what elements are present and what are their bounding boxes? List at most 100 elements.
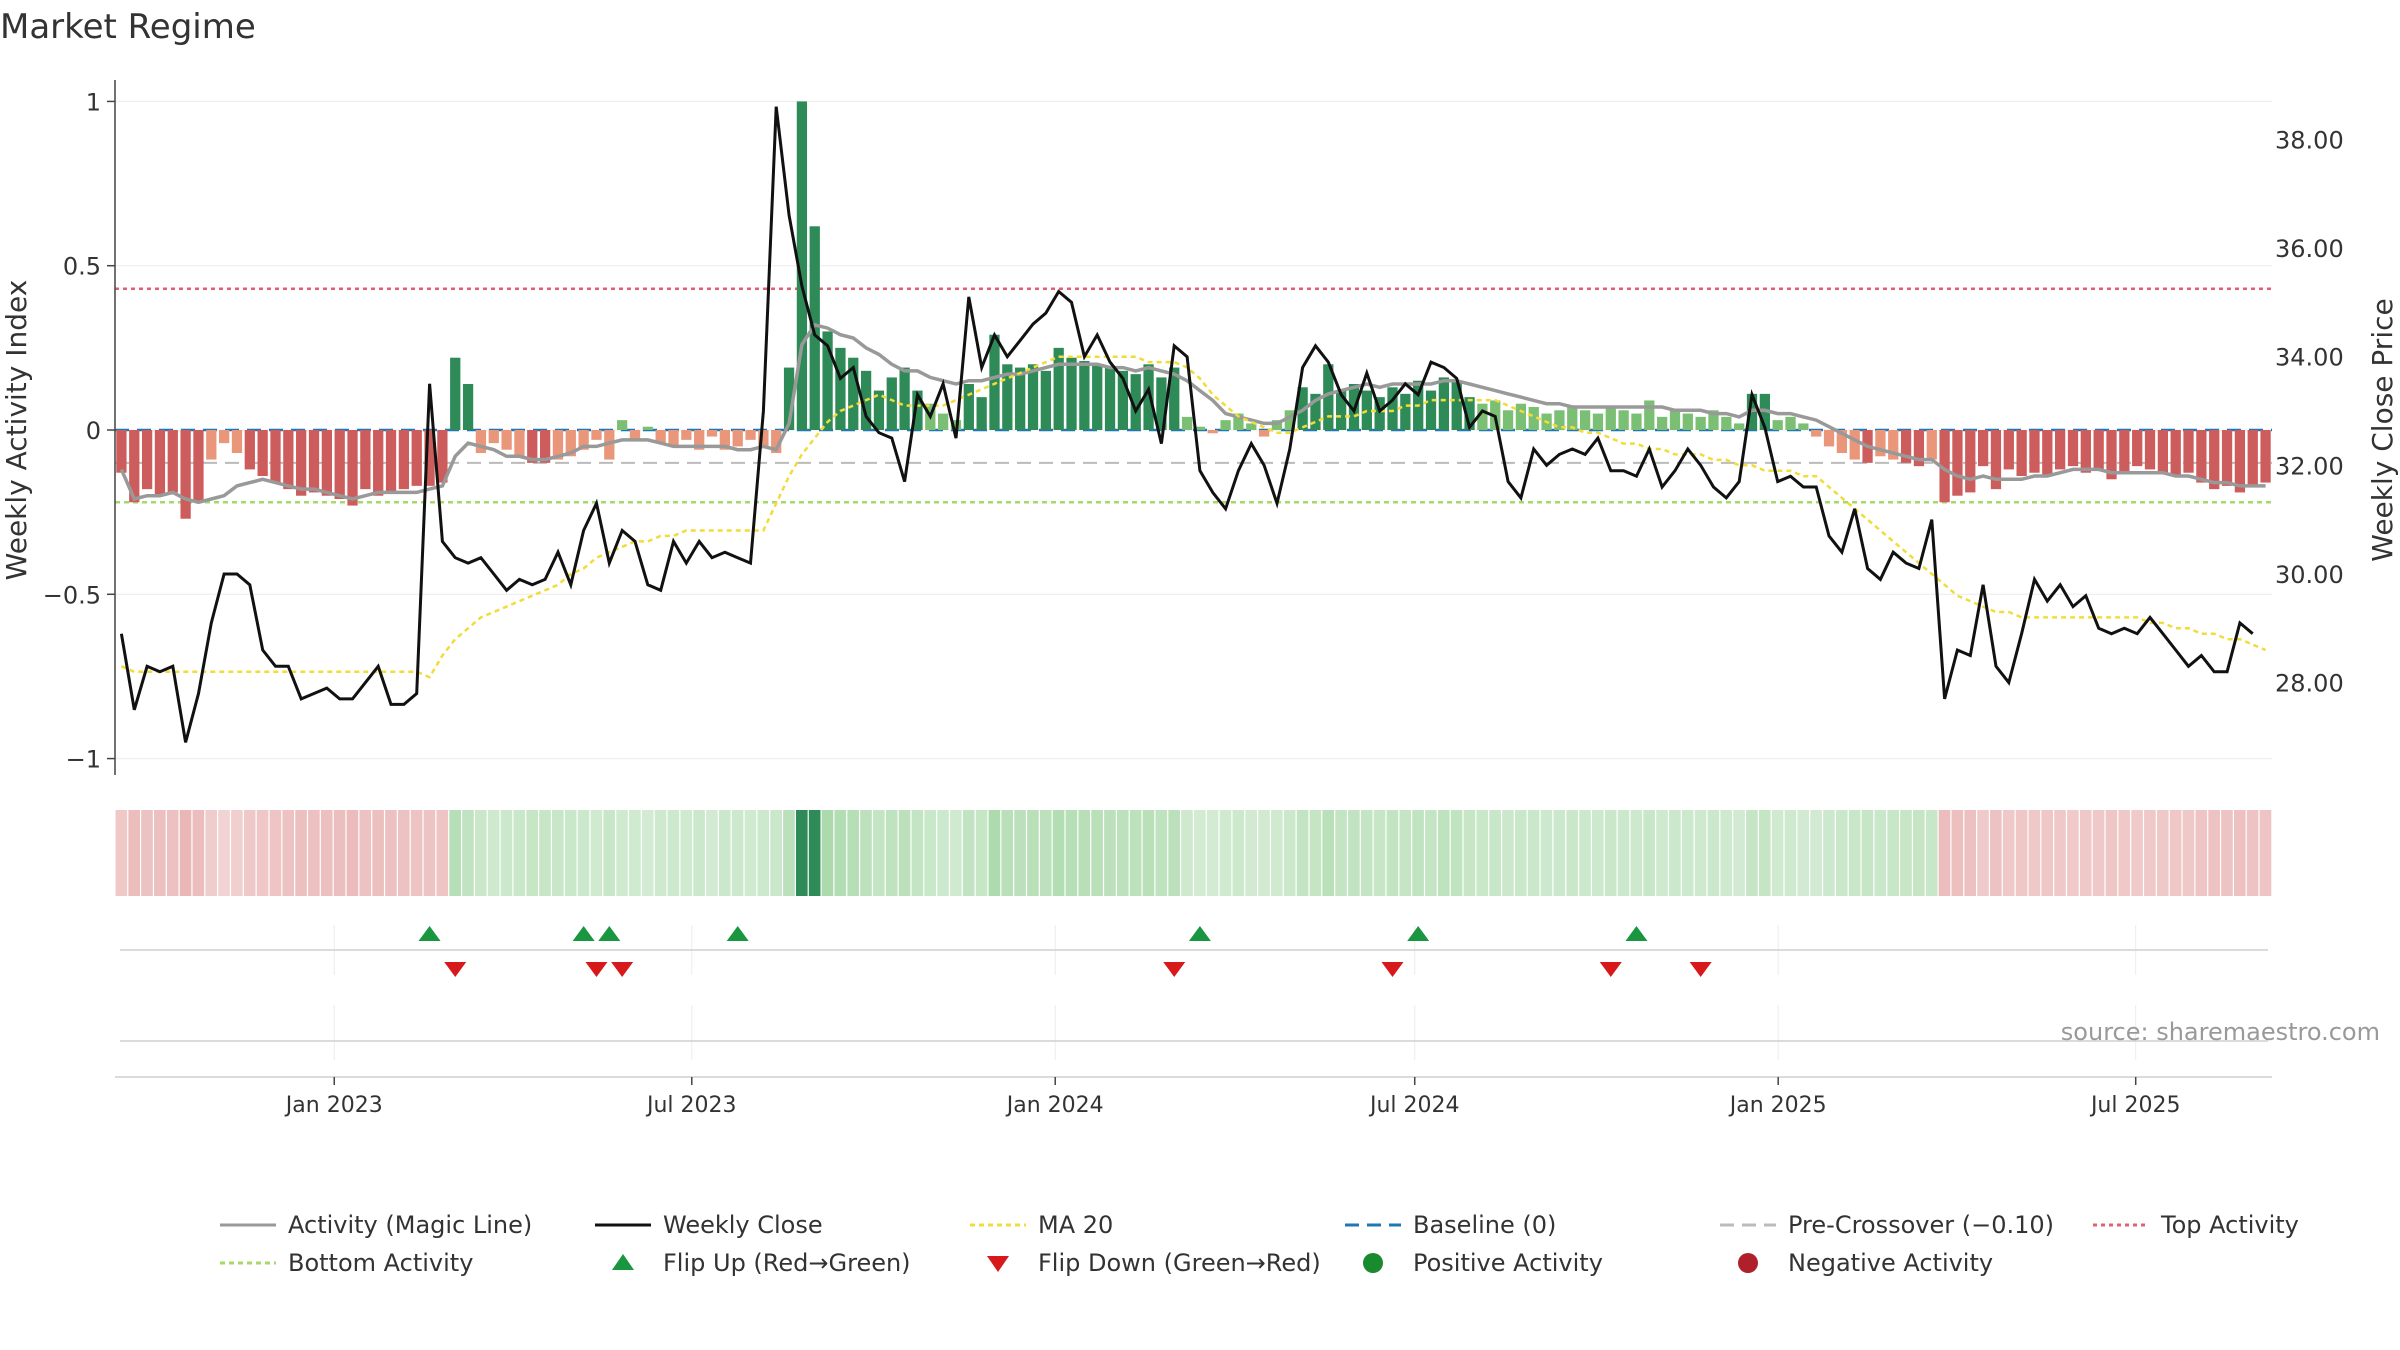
legend-label: MA 20 [1038, 1211, 1113, 1239]
activity-bar [1207, 430, 1218, 434]
activity-bar [886, 377, 897, 430]
activity-bar [2080, 430, 2091, 473]
regime-cell [731, 810, 744, 896]
activity-bar [963, 384, 974, 430]
regime-cell [1758, 810, 1771, 896]
activity-bar [296, 430, 307, 496]
right-tick-label: 34.00 [2275, 344, 2344, 372]
regime-cell [1604, 810, 1617, 896]
regime-cell [1990, 810, 2002, 896]
regime-cell [1938, 810, 1951, 896]
activity-bar [2196, 430, 2207, 483]
legend-item: Pre-Crossover (−0.10) [1720, 1211, 2054, 1239]
regime-cell [449, 810, 461, 896]
activity-bar [617, 420, 628, 430]
legend-swatch-tri-up [612, 1254, 634, 1270]
flip-up-marker [572, 926, 595, 941]
regime-cell [2156, 810, 2169, 896]
regime-cell [397, 810, 410, 896]
activity-bar [591, 430, 602, 440]
regime-cell [603, 810, 616, 896]
left-tick-label: 0 [86, 417, 101, 445]
regime-cell [1271, 810, 1283, 896]
regime-cell [218, 810, 230, 896]
regime-cell [616, 810, 628, 896]
activity-bar [334, 430, 345, 499]
activity-bar [2144, 430, 2156, 470]
activity-bar [1528, 407, 1539, 430]
activity-bar [848, 357, 859, 430]
regime-cell [2131, 810, 2143, 896]
activity-bar [1374, 397, 1385, 430]
activity-bar [1400, 393, 1411, 430]
regime-cell [1848, 810, 1861, 896]
regime-cell [1104, 810, 1116, 896]
regime-cell [1091, 810, 1103, 896]
activity-bar [873, 390, 885, 430]
activity-bar [565, 430, 576, 457]
regime-cell [1733, 810, 1745, 896]
flip-down-marker [1599, 962, 1622, 977]
regime-cell [1219, 810, 1232, 896]
flip-markers-panel [120, 926, 2268, 977]
x-axis-ticks: Jan 2023 Jul 2023 Jan 2024 Jul 2024 Jan 2025… [115, 1076, 2272, 1118]
activity-bar [193, 430, 204, 503]
flip-down-marker [444, 962, 467, 977]
right-tick-label: 28.00 [2275, 670, 2344, 698]
regime-cell [243, 810, 256, 896]
activity-bar [1965, 430, 1976, 493]
regime-cell [770, 810, 782, 896]
activity-bar [1977, 430, 1989, 467]
activity-bar [1066, 357, 1077, 430]
activity-bar [129, 430, 140, 503]
legend-label: Flip Up (Red→Green) [663, 1249, 911, 1277]
activity-bar [745, 430, 756, 440]
legend-item: Positive Activity [1363, 1249, 1603, 1277]
regime-cell [2067, 810, 2079, 896]
x-tick-label: Jul 2024 [1368, 1093, 1460, 1118]
regime-cell [1039, 810, 1052, 896]
regime-cell [141, 810, 153, 896]
flip-down-marker [1689, 962, 1712, 977]
flip-up-marker [598, 926, 621, 941]
flip-down-marker [1163, 962, 1186, 977]
activity-bar [758, 430, 769, 447]
regime-cell [1335, 810, 1347, 896]
regime-cell [834, 810, 847, 896]
regime-cell [2246, 810, 2259, 896]
activity-bar [1258, 430, 1270, 437]
regime-cell [1694, 810, 1707, 896]
activity-bar [1015, 367, 1026, 430]
activity-bar [1169, 367, 1180, 430]
activity-bar [308, 430, 320, 493]
activity-bar [937, 413, 949, 430]
activity-bar [1811, 430, 1822, 437]
regime-cell [1168, 810, 1180, 896]
regime-cell [1129, 810, 1142, 896]
regime-cell [1232, 810, 1245, 896]
regime-cell [346, 810, 359, 896]
regime-cell [1450, 810, 1463, 896]
activity-bar [514, 430, 525, 457]
regime-cell [231, 810, 243, 896]
regime-cell [359, 810, 372, 896]
regime-cell [898, 810, 911, 896]
regime-cell [1835, 810, 1848, 896]
activity-bar [732, 430, 743, 447]
reference-lines [115, 287, 2272, 504]
activity-bar [360, 430, 371, 490]
x-tick-label: Jul 2025 [2089, 1093, 2181, 1118]
activity-bars [116, 101, 2271, 519]
activity-bar [2260, 430, 2271, 483]
activity-bar [475, 430, 487, 453]
legend-label: Top Activity [2160, 1211, 2299, 1239]
activity-bar [912, 390, 923, 430]
regime-cell [1502, 810, 1514, 896]
activity-bar [835, 347, 846, 430]
activity-bar [668, 430, 679, 447]
activity-bar [1900, 430, 1912, 463]
left-axis-label: Weekly Activity Index [0, 280, 33, 581]
activity-bar [2016, 430, 2027, 476]
regime-cell [783, 810, 795, 896]
legend-label: Activity (Magic Line) [288, 1211, 532, 1239]
